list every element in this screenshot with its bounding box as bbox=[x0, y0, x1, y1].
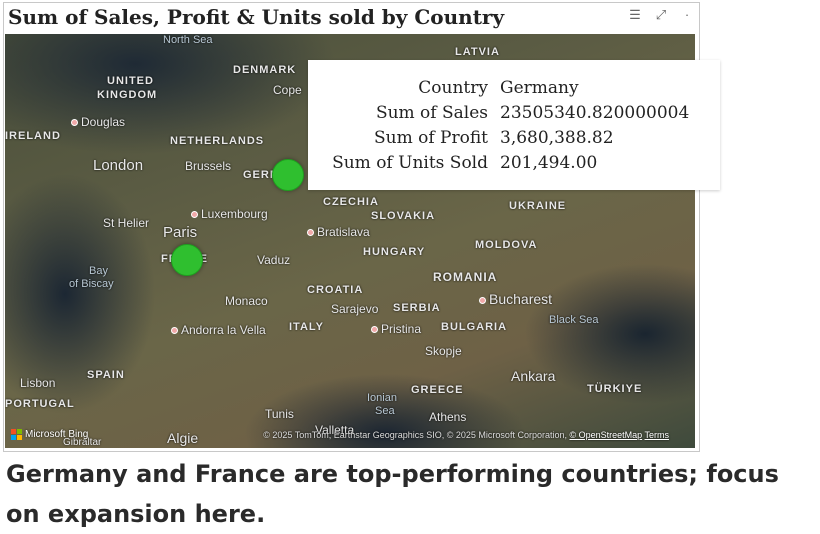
map-label: MOLDOVA bbox=[475, 239, 538, 251]
insight-caption: Germany and France are top-performing co… bbox=[6, 460, 779, 528]
map-label: Ionian bbox=[367, 392, 397, 404]
tooltip-row: Sum of Units Sold 201,494.00 bbox=[308, 153, 597, 177]
visual-title: Sum of Sales, Profit & Units sold by Cou… bbox=[8, 5, 505, 29]
map-label: Black Sea bbox=[549, 314, 599, 326]
map-label: Valletta bbox=[315, 423, 355, 437]
map-label: of Biscay bbox=[69, 278, 114, 290]
focus-mode-icon[interactable]: ⤢ bbox=[655, 7, 667, 22]
map-label: ROMANIA bbox=[433, 270, 498, 284]
tooltip-value: 3,680,388.82 bbox=[500, 128, 614, 148]
visual-header-icons: ☰ ⤢ · bbox=[627, 7, 695, 23]
map-label: North Sea bbox=[163, 34, 213, 46]
map-label: KINGDOM bbox=[97, 89, 158, 101]
map-label: Pristina bbox=[371, 322, 421, 336]
map-label: Cope bbox=[273, 83, 302, 97]
tooltip-value: 201,494.00 bbox=[500, 153, 598, 173]
terms-link[interactable]: Terms bbox=[644, 430, 670, 440]
map-label: HUNGARY bbox=[363, 246, 426, 258]
map-label: UNITED bbox=[107, 75, 154, 87]
map-label: UKRAINE bbox=[509, 200, 567, 212]
map-label: Lisbon bbox=[20, 376, 56, 390]
tooltip-key: Sum of Sales bbox=[375, 103, 488, 123]
map-label: LATVIA bbox=[455, 46, 500, 58]
map-label: CZECHIA bbox=[323, 196, 379, 208]
tooltip-value: 23505340.820000004 bbox=[500, 103, 690, 123]
more-options-icon[interactable]: · bbox=[684, 7, 690, 22]
tooltip-row: Sum of Profit 3,680,388.82 bbox=[308, 128, 614, 152]
map-label: GREECE bbox=[411, 384, 464, 396]
map-label: Athens bbox=[429, 410, 467, 424]
france-bubble[interactable] bbox=[171, 244, 203, 276]
tooltip-key: Sum of Units Sold bbox=[332, 153, 488, 173]
tooltip-key: Country bbox=[418, 78, 488, 98]
germany-bubble[interactable] bbox=[272, 159, 304, 191]
map-label: NETHERLANDS bbox=[170, 135, 265, 147]
tooltip-value: Germany bbox=[500, 78, 579, 98]
filter-icon[interactable]: ☰ bbox=[629, 7, 641, 22]
map-label: London bbox=[93, 157, 144, 174]
tooltip-key: Sum of Profit bbox=[373, 128, 488, 148]
map-label: Douglas bbox=[71, 115, 125, 129]
map-label: Brussels bbox=[185, 159, 232, 173]
map-label: Gibraltar bbox=[63, 437, 102, 448]
map-label: TÜRKIYE bbox=[587, 383, 643, 395]
map-label: Luxembourg bbox=[191, 207, 268, 221]
map-label: SLOVAKIA bbox=[371, 210, 436, 222]
tooltip-row: Country Germany bbox=[308, 78, 579, 102]
map-label: Andorra la Vella bbox=[171, 323, 266, 337]
copyright-text: © 2025 TomTom, Earthstar Geographics SIO… bbox=[263, 430, 567, 440]
map-label: BULGARIA bbox=[441, 321, 508, 333]
map-label: CROATIA bbox=[307, 284, 364, 296]
map-label: Paris bbox=[163, 224, 198, 241]
map-tooltip: Country Germany Sum of Sales 23505340.82… bbox=[308, 60, 720, 190]
map-label: SPAIN bbox=[87, 369, 125, 381]
microsoft-logo-icon bbox=[11, 429, 22, 440]
map-label: Sea bbox=[375, 405, 395, 417]
osm-link[interactable]: © OpenStreetMap bbox=[569, 430, 643, 440]
map-label: Tunis bbox=[265, 407, 294, 421]
map-label: DENMARK bbox=[233, 64, 297, 76]
map-label: SERBIA bbox=[393, 302, 441, 314]
map-label: Bucharest bbox=[479, 291, 552, 307]
map-label: GERM bbox=[243, 169, 280, 181]
map-label: ITALY bbox=[289, 321, 324, 333]
map-copyright: © 2025 TomTom, Earthstar Geographics SIO… bbox=[263, 430, 669, 440]
map-label: Ankara bbox=[511, 368, 556, 384]
map-label: Algie bbox=[167, 430, 199, 446]
map-label: St Helier bbox=[103, 216, 150, 230]
map-label: Sarajevo bbox=[331, 302, 379, 316]
bing-attribution: Microsoft Bing bbox=[11, 429, 88, 440]
map-label: Skopje bbox=[425, 344, 462, 358]
map-label: PORTUGAL bbox=[5, 398, 75, 410]
map-label: Bratislava bbox=[307, 225, 370, 239]
map-label: IRELAND bbox=[5, 130, 61, 142]
map-label: Monaco bbox=[225, 294, 268, 308]
map-label: Bay bbox=[89, 265, 108, 277]
bing-label: Microsoft Bing bbox=[25, 429, 89, 440]
map-label: Vaduz bbox=[257, 253, 291, 267]
tooltip-row: Sum of Sales 23505340.820000004 bbox=[308, 103, 689, 127]
